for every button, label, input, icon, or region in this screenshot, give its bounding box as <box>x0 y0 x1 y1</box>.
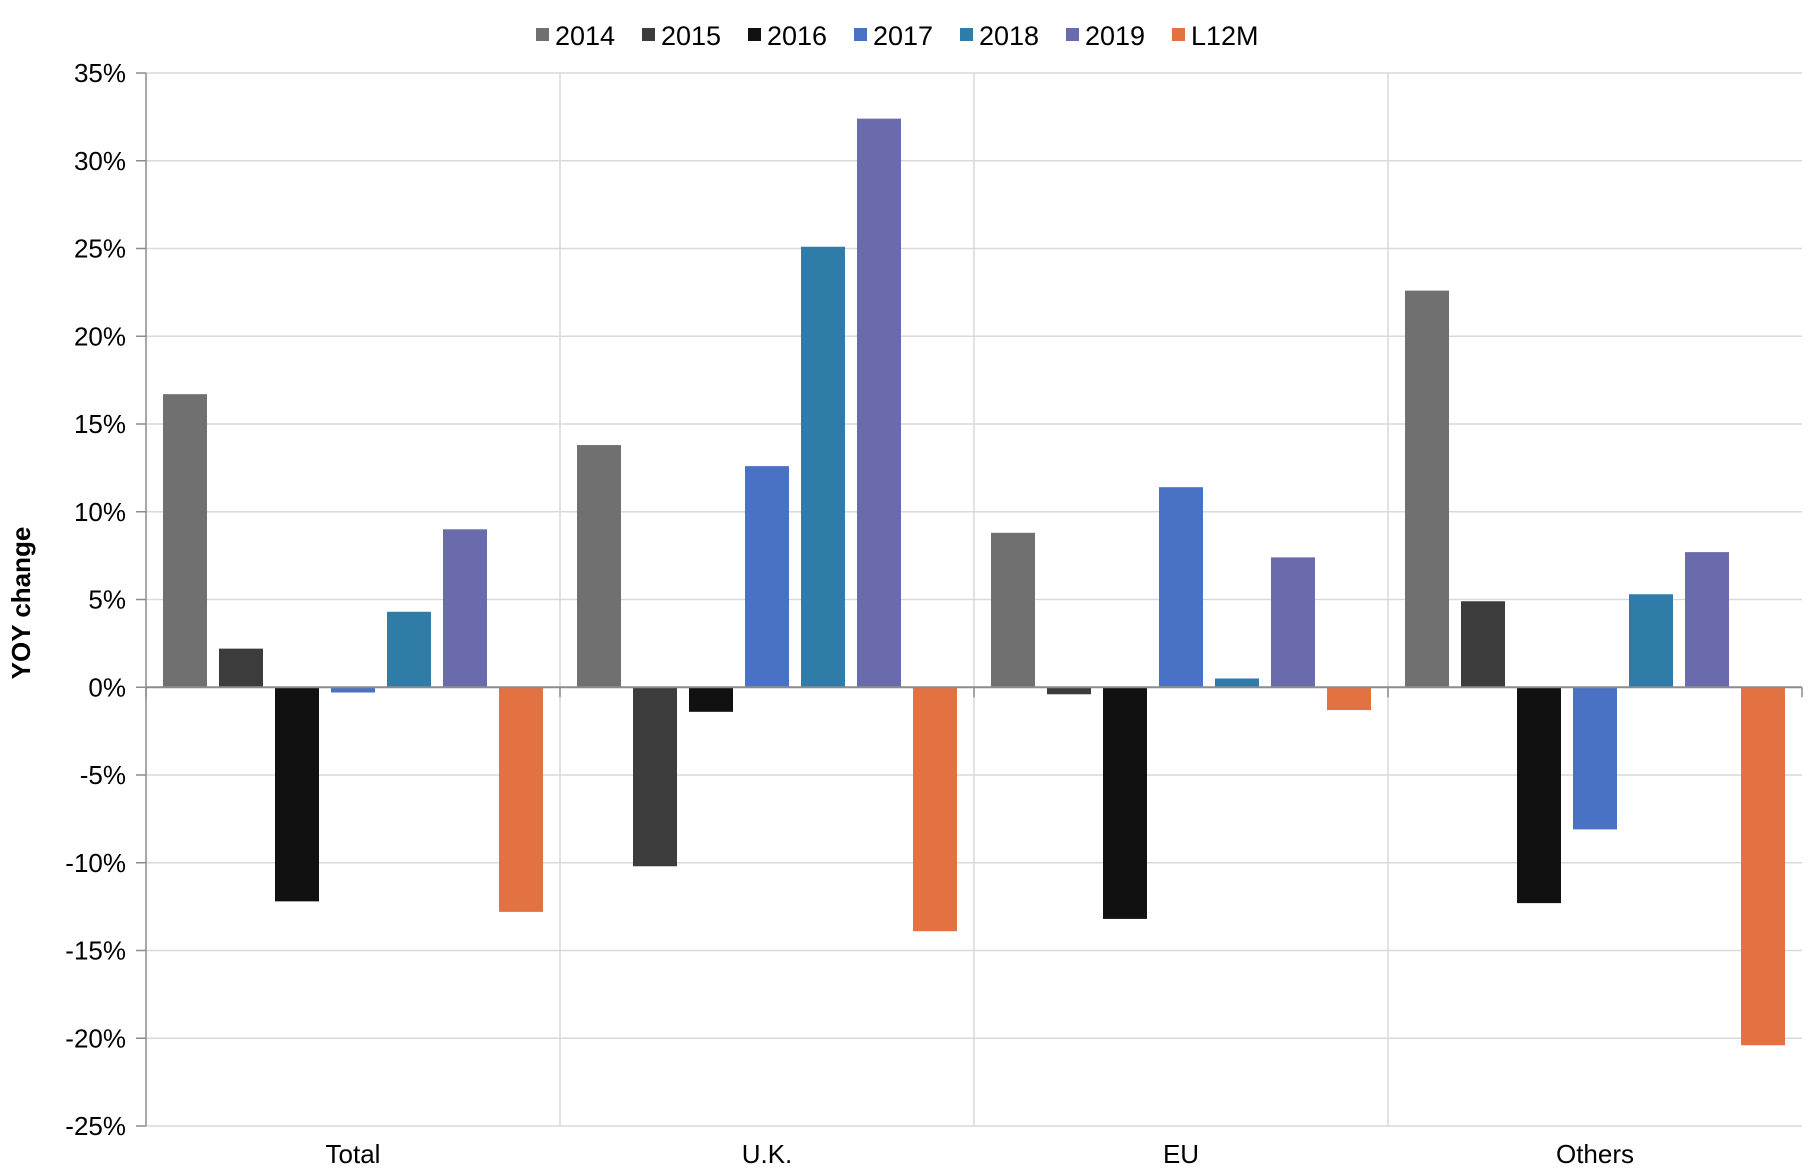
bar-2015-EU <box>1047 687 1091 695</box>
bar-2017-Others <box>1573 687 1617 830</box>
legend-label-L12M: L12M <box>1191 21 1259 51</box>
legend-label-2018: 2018 <box>979 21 1039 51</box>
category-label: Others <box>1556 1139 1634 1169</box>
bar-2016-Total <box>275 687 319 902</box>
category-label: EU <box>1163 1139 1199 1169</box>
legend-label-2017: 2017 <box>873 21 933 51</box>
legend-label-2016: 2016 <box>767 21 827 51</box>
y-tick-label: -20% <box>65 1023 126 1053</box>
y-tick-label: 10% <box>74 497 126 527</box>
y-tick-label: -25% <box>65 1111 126 1141</box>
bar-L12M-EU <box>1327 687 1371 711</box>
bar-2018-EU <box>1215 678 1259 688</box>
bar-2015-Total <box>219 648 263 688</box>
y-tick-label: 5% <box>88 585 126 615</box>
bar-2014-U.K. <box>577 445 621 688</box>
y-tick-label: -15% <box>65 936 126 966</box>
category-label: Total <box>326 1139 381 1169</box>
bar-2018-Others <box>1629 594 1673 688</box>
bar-L12M-U.K. <box>913 687 957 932</box>
legend-label-2014: 2014 <box>555 21 615 51</box>
bar-2019-Total <box>443 529 487 688</box>
axes: 35% 30% 25% 20% 15% 10% 5% 0% -5% -10% -15% -20% -25… <box>65 58 1803 1169</box>
y-tick-label: 15% <box>74 409 126 439</box>
category-label: U.K. <box>742 1139 793 1169</box>
y-axis-title: YOY change <box>6 527 36 680</box>
legend-swatch-L12M <box>1172 28 1185 41</box>
bar-L12M-Others <box>1741 687 1785 1046</box>
bar-2015-Others <box>1461 601 1505 688</box>
bar-2016-U.K. <box>689 687 733 712</box>
legend: 2014 2015 2016 2017 2018 2019 L12M <box>536 21 1259 51</box>
legend-swatch-2017 <box>854 28 867 41</box>
bar-2019-EU <box>1271 557 1315 688</box>
legend-swatch-2018 <box>960 28 973 41</box>
y-tick-label: -10% <box>65 848 126 878</box>
bar-2014-Others <box>1405 290 1449 688</box>
bar-2015-U.K. <box>633 687 677 867</box>
bar-2018-Total <box>387 611 431 688</box>
y-tick-label: 20% <box>74 321 126 351</box>
bar-2019-U.K. <box>857 118 901 688</box>
bar-L12M-Total <box>499 687 543 912</box>
y-tick-label: 35% <box>74 58 126 88</box>
bar-2014-EU <box>991 532 1035 688</box>
bar-2017-EU <box>1159 487 1203 688</box>
legend-swatch-2014 <box>536 28 549 41</box>
legend-swatch-2015 <box>642 28 655 41</box>
bar-2017-Total <box>331 687 375 693</box>
y-tick-label: -5% <box>80 760 126 790</box>
y-tick-label: 25% <box>74 234 126 264</box>
bar-2014-Total <box>163 394 207 688</box>
bar-2017-U.K. <box>745 466 789 688</box>
bar-2016-Others <box>1517 687 1561 904</box>
bar-2016-EU <box>1103 687 1147 919</box>
bars <box>163 118 1785 1046</box>
grid-lines <box>146 72 1802 1127</box>
legend-label-2019: 2019 <box>1085 21 1145 51</box>
bar-2019-Others <box>1685 552 1729 688</box>
legend-label-2015: 2015 <box>661 21 721 51</box>
legend-swatch-2016 <box>748 28 761 41</box>
y-tick-label: 0% <box>88 672 126 702</box>
legend-swatch-2019 <box>1066 28 1079 41</box>
bar-2018-U.K. <box>801 246 845 688</box>
y-tick-label: 30% <box>74 146 126 176</box>
